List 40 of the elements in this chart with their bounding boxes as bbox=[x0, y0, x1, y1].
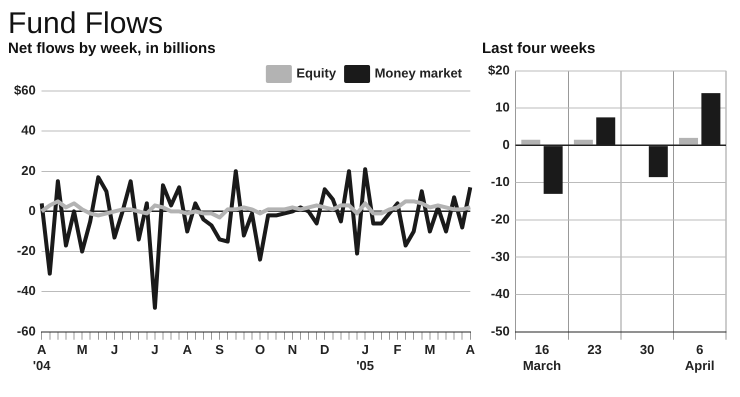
x-tick-label: J bbox=[151, 342, 159, 358]
y-tick-label: -40 bbox=[16, 283, 36, 298]
y-tick-label: 10 bbox=[495, 100, 510, 115]
y-tick-label: 0 bbox=[28, 202, 36, 218]
y-tick-label: -50 bbox=[490, 323, 510, 338]
x-tick-label: 6 April bbox=[684, 342, 715, 373]
y-tick-label: -40 bbox=[490, 286, 510, 302]
y-tick-label: -60 bbox=[16, 323, 36, 338]
legend-label: Money market bbox=[374, 66, 463, 81]
x-tick-label: 23 bbox=[587, 342, 602, 358]
x-tick-label: J bbox=[110, 342, 118, 358]
x-tick-label: A '04 bbox=[32, 342, 52, 373]
y-tick-label: -10 bbox=[490, 174, 510, 190]
y-tick-label: $20 bbox=[488, 62, 510, 78]
x-tick-label: 30 bbox=[640, 342, 654, 358]
y-tick-label: 0 bbox=[502, 136, 510, 152]
legend-label: Equity bbox=[296, 66, 337, 81]
y-tick-label: -20 bbox=[490, 212, 510, 227]
x-tick-label: N bbox=[288, 342, 298, 358]
y-tick-label: $60 bbox=[14, 82, 36, 98]
x-tick-label: A bbox=[466, 342, 476, 358]
x-tick-label: A bbox=[182, 342, 193, 358]
x-tick-label: F bbox=[394, 342, 402, 358]
bar bbox=[679, 138, 698, 145]
y-tick-label: 40 bbox=[21, 122, 36, 138]
x-tick-label: M bbox=[424, 342, 436, 358]
bar bbox=[521, 140, 540, 145]
x-tick-label: D bbox=[320, 342, 330, 358]
x-tick-label: O bbox=[254, 342, 266, 358]
y-tick-label: -30 bbox=[490, 248, 510, 264]
chart-title: Last four weeks bbox=[482, 40, 596, 57]
chart-subtitle: Net flows by week, in billions bbox=[8, 40, 217, 57]
chart-title: Fund Flows bbox=[8, 7, 164, 40]
bar bbox=[574, 140, 593, 145]
y-tick-label: 20 bbox=[21, 162, 36, 178]
x-tick-label: M bbox=[76, 342, 88, 358]
x-tick-label: J '05 bbox=[356, 342, 374, 373]
x-tick-label: S bbox=[215, 342, 224, 358]
x-tick-label: 16 March bbox=[522, 342, 562, 373]
y-tick-label: -20 bbox=[16, 243, 36, 258]
